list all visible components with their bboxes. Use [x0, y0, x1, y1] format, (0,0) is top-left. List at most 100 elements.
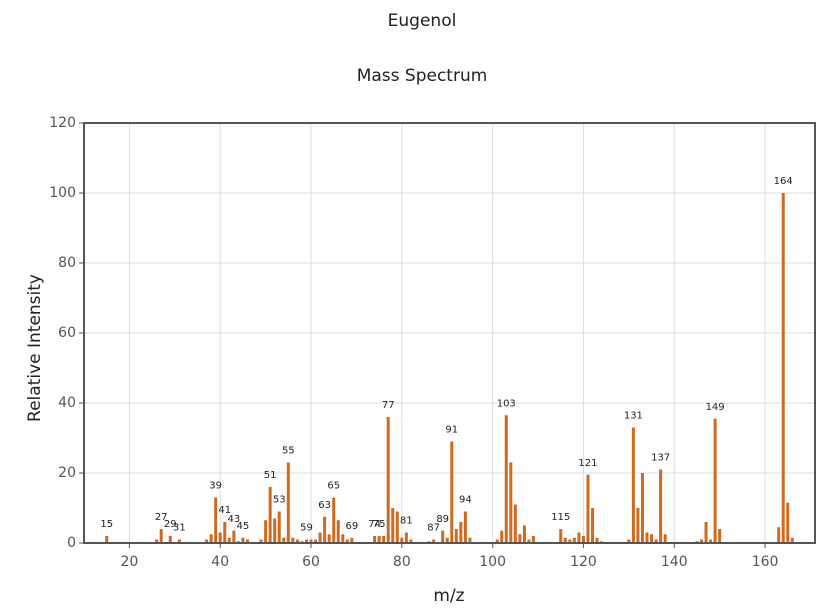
- bar: [513, 504, 517, 543]
- peak-label: 51: [264, 470, 277, 481]
- x-tick-label: 160: [752, 554, 779, 570]
- bar: [504, 415, 508, 543]
- bar: [286, 462, 290, 543]
- bar: [500, 530, 504, 543]
- bar: [591, 508, 595, 543]
- bar: [459, 522, 463, 543]
- x-tick-label: 140: [661, 554, 688, 570]
- y-tick-label: 120: [49, 115, 76, 131]
- bar: [282, 537, 286, 543]
- bar: [395, 511, 399, 543]
- bar: [377, 536, 381, 543]
- bar: [382, 536, 386, 543]
- peak-label: 131: [624, 411, 643, 422]
- peak-label: 87: [427, 523, 440, 534]
- bar: [291, 537, 295, 543]
- bar: [640, 473, 644, 543]
- bar: [509, 462, 513, 543]
- peak-label: 137: [651, 453, 670, 464]
- bar: [159, 529, 163, 543]
- bar: [177, 539, 181, 543]
- bar: [223, 522, 227, 543]
- bar: [572, 537, 576, 543]
- bar: [205, 539, 209, 543]
- bar: [155, 539, 159, 543]
- bar: [227, 537, 231, 543]
- bar: [559, 529, 563, 543]
- bar: [409, 539, 413, 543]
- bar: [718, 529, 722, 543]
- bar: [441, 530, 445, 543]
- bar: [168, 536, 172, 543]
- bar: [777, 527, 781, 543]
- peak-label: 75: [373, 519, 386, 530]
- bar: [581, 536, 585, 543]
- bar: [450, 441, 454, 543]
- bar: [786, 502, 790, 543]
- bar: [432, 539, 436, 543]
- bar: [386, 417, 390, 543]
- bar: [563, 537, 567, 543]
- bar: [704, 522, 708, 543]
- x-tick-label: 80: [393, 554, 411, 570]
- bar: [463, 511, 467, 543]
- y-tick-label: 100: [49, 185, 76, 201]
- peak-label: 27: [155, 512, 168, 523]
- peak-label: 45: [237, 521, 250, 532]
- peak-label: 39: [209, 481, 222, 492]
- peak-label: 74: [368, 519, 381, 530]
- y-tick-label: 80: [58, 255, 76, 271]
- peak-label: 81: [400, 516, 413, 527]
- bar: [654, 539, 658, 543]
- bar: [264, 520, 268, 543]
- bar: [595, 537, 599, 543]
- peak-label: 103: [497, 398, 516, 409]
- bar: [232, 530, 236, 543]
- bar: [323, 516, 327, 543]
- bar: [568, 539, 572, 543]
- bar: [781, 193, 785, 543]
- peak-label: 43: [227, 514, 240, 525]
- bar: [245, 539, 249, 543]
- bar: [400, 537, 404, 543]
- bar: [645, 532, 649, 543]
- bar: [268, 487, 272, 543]
- peak-label: 77: [382, 400, 395, 411]
- bar: [663, 534, 667, 543]
- x-tick-label: 120: [570, 554, 597, 570]
- bar: [105, 536, 109, 543]
- bar: [522, 525, 526, 543]
- bar: [218, 532, 222, 543]
- peak-label: 55: [282, 446, 295, 457]
- bar: [309, 539, 313, 543]
- peak-label: 94: [459, 495, 472, 506]
- bar: [259, 539, 263, 543]
- x-tick-label: 100: [479, 554, 506, 570]
- bar: [304, 539, 308, 543]
- peak-label: 91: [445, 425, 458, 436]
- bar: [214, 497, 218, 543]
- bar: [241, 537, 245, 543]
- peak-label: 149: [706, 402, 725, 413]
- y-axis-label: Relative Intensity: [25, 274, 45, 422]
- peak-label: 15: [100, 519, 113, 530]
- plot-border: [83, 122, 816, 544]
- y-tick-label: 0: [67, 535, 76, 551]
- x-tick-label: 60: [302, 554, 320, 570]
- peak-label: 59: [300, 523, 313, 534]
- x-axis-label: m/z: [433, 586, 464, 606]
- bar: [586, 474, 590, 543]
- peak-label: 53: [273, 495, 286, 506]
- y-tick-label: 60: [58, 325, 76, 341]
- bar: [373, 536, 377, 543]
- y-tick-label: 40: [58, 395, 76, 411]
- bar: [631, 427, 635, 543]
- bar: [391, 508, 395, 543]
- peak-label: 29: [164, 519, 177, 530]
- bar: [518, 534, 522, 543]
- bar: [277, 511, 281, 543]
- bar: [659, 469, 663, 543]
- bar: [636, 508, 640, 543]
- chart-title: Eugenol: [388, 11, 457, 31]
